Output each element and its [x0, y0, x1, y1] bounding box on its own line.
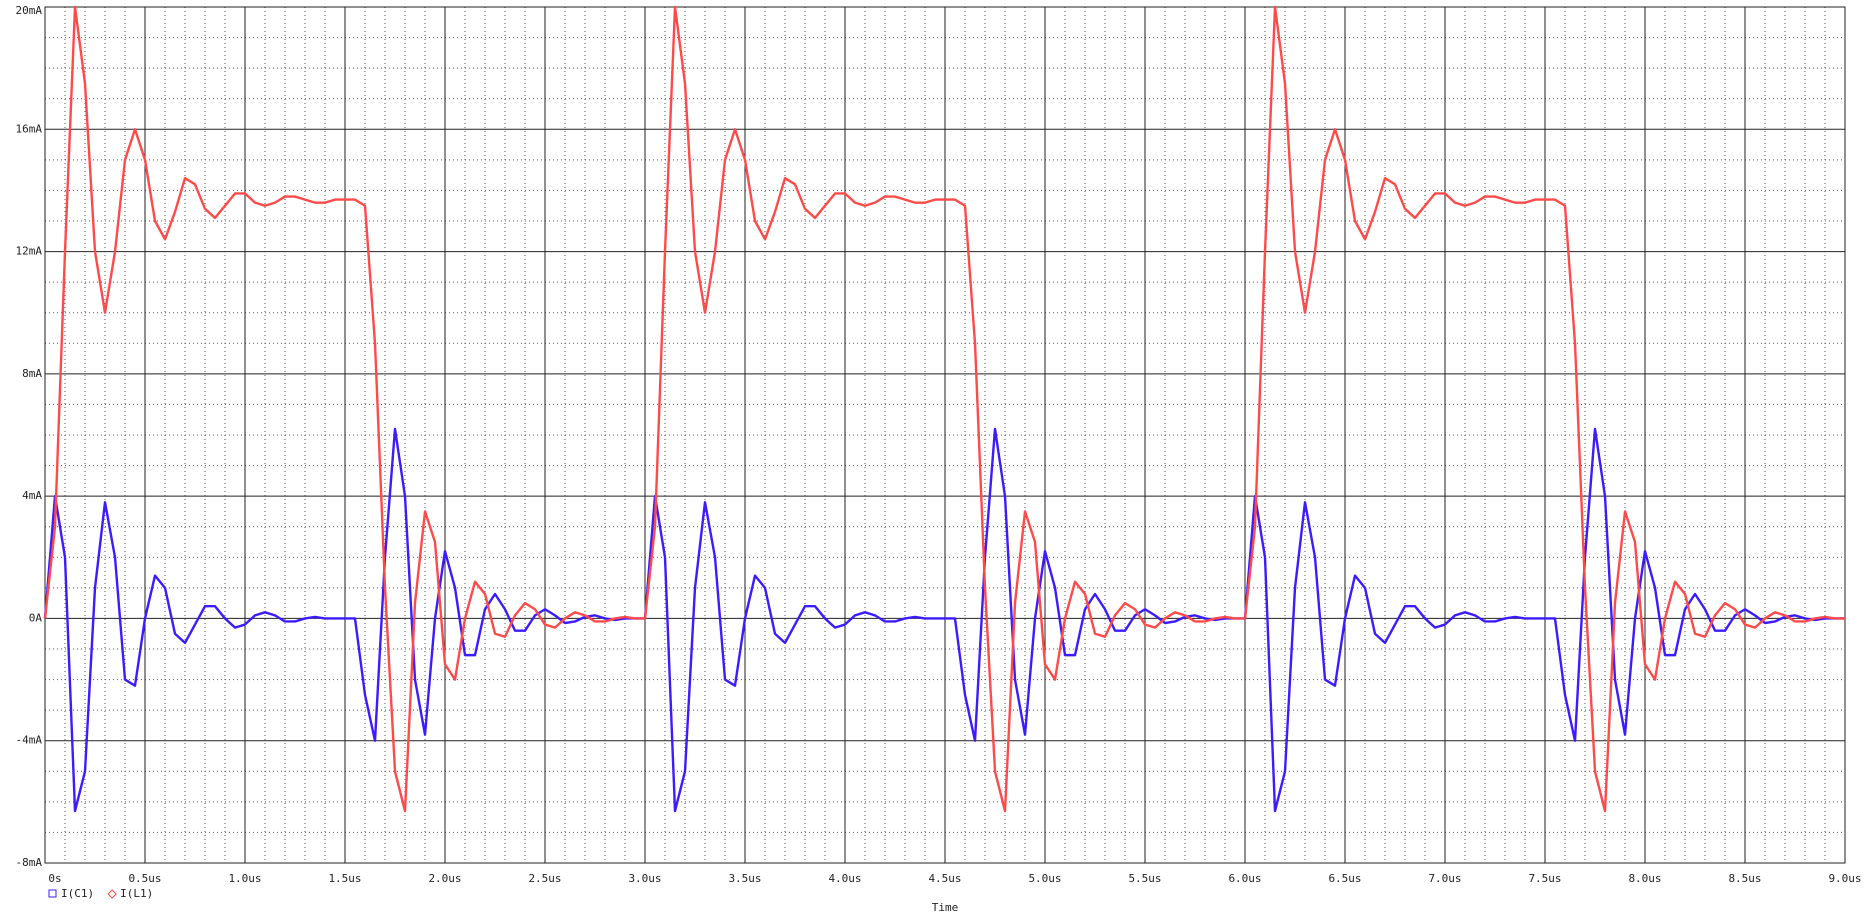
- x-tick-label: 1.5us: [328, 872, 361, 885]
- y-tick-label: 4mA: [22, 489, 42, 502]
- x-tick-label: 7.0us: [1428, 872, 1461, 885]
- x-tick-label: 8.5us: [1728, 872, 1761, 885]
- y-tick-label: 0A: [29, 611, 43, 624]
- legend-label: I(L1): [120, 887, 153, 900]
- y-tick-label: 20mA: [16, 4, 43, 17]
- x-tick-label: 7.5us: [1528, 872, 1561, 885]
- x-tick-label: 5.5us: [1128, 872, 1161, 885]
- x-tick-label: 5.0us: [1028, 872, 1061, 885]
- x-tick-label: 6.0us: [1228, 872, 1261, 885]
- legend-label: I(C1): [61, 887, 94, 900]
- x-tick-label: 4.5us: [928, 872, 961, 885]
- x-tick-label: 2.5us: [528, 872, 561, 885]
- x-tick-label: 1.0us: [228, 872, 261, 885]
- y-tick-label: 8mA: [22, 367, 42, 380]
- x-tick-label: 0s: [48, 872, 61, 885]
- y-tick-label: 12mA: [16, 245, 43, 258]
- x-tick-label: 4.0us: [828, 872, 861, 885]
- x-tick-label: 8.0us: [1628, 872, 1661, 885]
- legend-marker: [48, 889, 57, 898]
- x-tick-label: 6.5us: [1328, 872, 1361, 885]
- y-tick-label: -8mA: [16, 856, 43, 869]
- x-axis-title: Time: [932, 901, 959, 914]
- x-tick-label: 3.5us: [728, 872, 761, 885]
- series-line: [43, 5, 1845, 813]
- x-tick-label: 2.0us: [428, 872, 461, 885]
- legend-marker: [107, 889, 117, 899]
- x-tick-label: 3.0us: [628, 872, 661, 885]
- plot-frame: [44, 6, 1846, 864]
- y-tick-label: 16mA: [16, 122, 43, 135]
- x-tick-label: 0.5us: [128, 872, 161, 885]
- y-tick-label: -4mA: [16, 734, 43, 747]
- x-tick-label: 9.0us: [1828, 872, 1861, 885]
- series-line: [43, 427, 1845, 813]
